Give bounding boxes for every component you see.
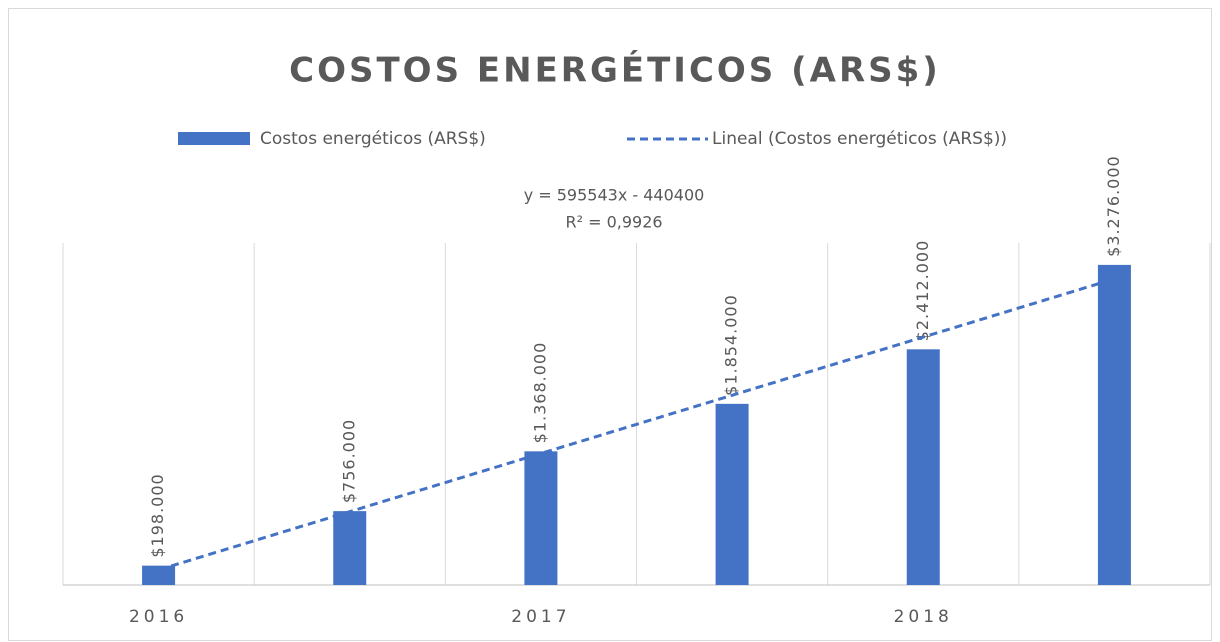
bar <box>524 451 558 585</box>
value-label: $1.368.000 <box>530 342 549 444</box>
chart-title: COSTOS ENERGÉTICOS (ARS$) <box>289 50 941 91</box>
x-tick-label: 2017 <box>511 607 570 627</box>
value-label: $756.000 <box>339 419 358 503</box>
legend-label: Costos energéticos (ARS$) <box>260 129 486 149</box>
value-label: $1.854.000 <box>722 294 741 396</box>
bar <box>333 511 367 585</box>
bar <box>142 565 176 585</box>
value-label: $3.276.000 <box>1104 155 1123 257</box>
trend-line <box>158 277 1115 572</box>
value-label: $2.412.000 <box>913 240 932 342</box>
x-tick-label: 2016 <box>129 607 188 627</box>
bar <box>715 403 749 585</box>
legend-swatch <box>178 132 250 145</box>
chart-border <box>8 8 1212 641</box>
bar <box>906 349 940 585</box>
trend-r2: R² = 0,9926 <box>565 213 662 232</box>
legend-label: Lineal (Costos energéticos (ARS$)) <box>712 129 1007 149</box>
value-label: $198.000 <box>148 473 167 557</box>
trend-equation: y = 595543x - 440400 <box>524 186 705 205</box>
bar <box>1097 264 1131 585</box>
x-tick-label: 2018 <box>894 607 953 627</box>
